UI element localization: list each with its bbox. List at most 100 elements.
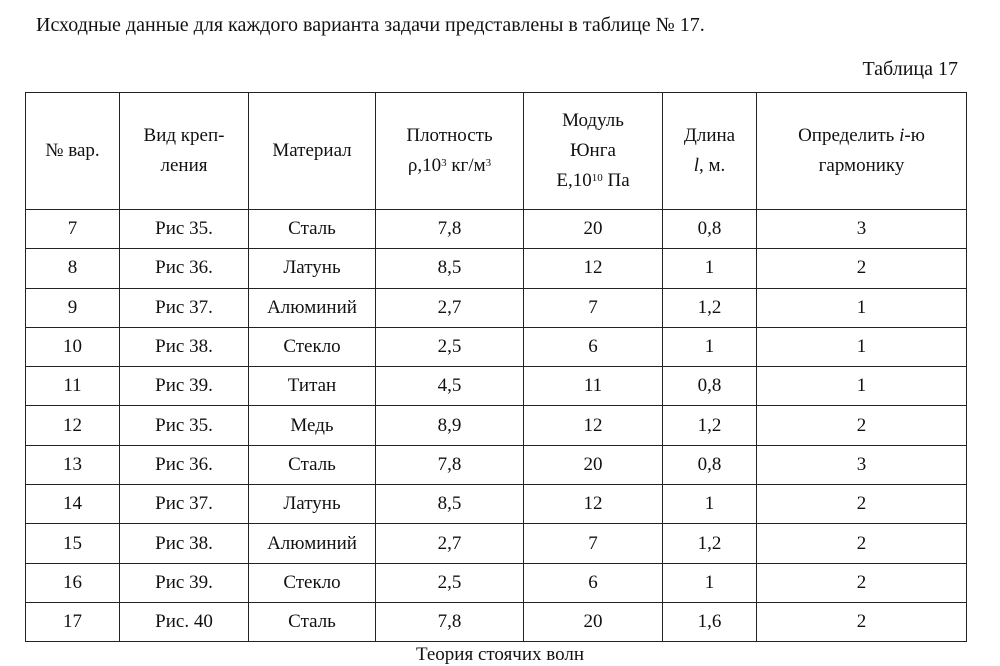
header-harmonic: Определить i-ю гармонику: [756, 92, 967, 210]
cell-young-modulus: 7: [523, 287, 663, 328]
cell-material: Сталь: [248, 444, 376, 486]
cell-young-modulus: 7: [523, 523, 663, 564]
cell-young-modulus: 12: [523, 405, 663, 446]
table-row: 11 Рис 39. Титан 4,5 11 0,8 1: [25, 366, 967, 407]
cell-young-modulus: 20: [523, 444, 663, 486]
cell-harmonic: 1: [756, 287, 967, 328]
cell-harmonic: 2: [756, 484, 967, 525]
cell-material: Латунь: [248, 484, 376, 525]
data-table: № вар. Вид креп-ления Материал Плотность…: [25, 92, 967, 643]
cell-density: 7,8: [375, 601, 524, 643]
cell-density: 8,5: [375, 484, 524, 525]
cell-material: Медь: [248, 405, 376, 446]
cell-mount: Рис 35.: [119, 208, 249, 250]
cell-density: 8,5: [375, 248, 524, 289]
cell-mount: Рис 37.: [119, 287, 249, 328]
header-young-modulus: Модуль Юнга E,1010 Па: [523, 92, 663, 210]
table-row: 14 Рис 37. Латунь 8,5 12 1 2: [25, 484, 967, 525]
cell-harmonic: 3: [756, 208, 967, 250]
cell-variant: 16: [25, 562, 120, 603]
cell-mount: Рис 36.: [119, 248, 249, 289]
cell-variant: 14: [25, 484, 120, 525]
cell-length: 1: [662, 562, 757, 603]
cell-mount: Рис 35.: [119, 405, 249, 446]
cell-harmonic: 2: [756, 248, 967, 289]
cell-density: 2,5: [375, 562, 524, 603]
cell-variant: 7: [25, 208, 120, 250]
cell-density: 4,5: [375, 366, 524, 407]
table-row: 10 Рис 38. Стекло 2,5 6 1 1: [25, 326, 967, 368]
cell-variant: 8: [25, 248, 120, 289]
cell-density: 2,7: [375, 287, 524, 328]
cell-material: Титан: [248, 366, 376, 407]
cell-mount: Рис 39.: [119, 562, 249, 603]
table-row: 16 Рис 39. Стекло 2,5 6 1 2: [25, 562, 967, 603]
header-length: Длина l, м.: [662, 92, 757, 210]
cell-length: 0,8: [662, 444, 757, 486]
cell-length: 1,6: [662, 601, 757, 643]
cell-density: 2,7: [375, 523, 524, 564]
cell-mount: Рис. 40: [119, 601, 249, 643]
cell-harmonic: 2: [756, 405, 967, 446]
cell-material: Сталь: [248, 601, 376, 643]
cell-material: Стекло: [248, 326, 376, 368]
cell-length: 1,2: [662, 523, 757, 564]
cell-variant: 10: [25, 326, 120, 368]
table-row: 13 Рис 36. Сталь 7,8 20 0,8 3: [25, 444, 967, 486]
table-row: 15 Рис 38. Алюминий 2,7 7 1,2 2: [25, 523, 967, 564]
cell-young-modulus: 6: [523, 326, 663, 368]
table-row: 7 Рис 35. Сталь 7,8 20 0,8 3: [25, 208, 967, 250]
cell-material: Алюминий: [248, 523, 376, 564]
cell-variant: 11: [25, 366, 120, 407]
cell-length: 1,2: [662, 405, 757, 446]
cell-variant: 15: [25, 523, 120, 564]
header-mount: Вид креп-ления: [119, 92, 249, 210]
cell-young-modulus: 12: [523, 248, 663, 289]
cell-harmonic: 2: [756, 523, 967, 564]
cell-length: 1: [662, 248, 757, 289]
cell-variant: 13: [25, 444, 120, 486]
cell-mount: Рис 39.: [119, 366, 249, 407]
intro-text: Исходные данные для каждого варианта зад…: [36, 14, 705, 36]
cell-length: 1: [662, 484, 757, 525]
cell-length: 1,2: [662, 287, 757, 328]
cell-mount: Рис 37.: [119, 484, 249, 525]
cell-young-modulus: 6: [523, 562, 663, 603]
header-row: № вар. Вид креп-ления Материал Плотность…: [25, 92, 967, 210]
section-heading: Теория стоячих волн: [415, 644, 585, 665]
table-row: 12 Рис 35. Медь 8,9 12 1,2 2: [25, 405, 967, 446]
cell-young-modulus: 12: [523, 484, 663, 525]
cell-density: 8,9: [375, 405, 524, 446]
cell-density: 7,8: [375, 444, 524, 486]
cell-density: 2,5: [375, 326, 524, 368]
cell-mount: Рис 38.: [119, 326, 249, 368]
cell-material: Алюминий: [248, 287, 376, 328]
cell-variant: 9: [25, 287, 120, 328]
header-variant: № вар.: [25, 92, 120, 210]
cell-harmonic: 1: [756, 326, 967, 368]
cell-harmonic: 1: [756, 366, 967, 407]
cell-material: Латунь: [248, 248, 376, 289]
cell-harmonic: 3: [756, 444, 967, 486]
cell-young-modulus: 20: [523, 208, 663, 250]
header-material: Материал: [248, 92, 376, 210]
cell-harmonic: 2: [756, 562, 967, 603]
cell-variant: 12: [25, 405, 120, 446]
cell-length: 0,8: [662, 208, 757, 250]
table-row: 8 Рис 36. Латунь 8,5 12 1 2: [25, 248, 967, 289]
cell-variant: 17: [25, 601, 120, 643]
cell-density: 7,8: [375, 208, 524, 250]
cell-length: 0,8: [662, 366, 757, 407]
cell-harmonic: 2: [756, 601, 967, 643]
cell-material: Стекло: [248, 562, 376, 603]
table-row: 17 Рис. 40 Сталь 7,8 20 1,6 2: [25, 601, 967, 643]
table-row: 9 Рис 37. Алюминий 2,7 7 1,2 1: [25, 287, 967, 328]
table-caption: Таблица 17: [862, 58, 958, 80]
header-density: Плотность ρ,103 кг/м3: [375, 92, 524, 210]
cell-mount: Рис 36.: [119, 444, 249, 486]
cell-mount: Рис 38.: [119, 523, 249, 564]
cell-young-modulus: 11: [523, 366, 663, 407]
cell-material: Сталь: [248, 208, 376, 250]
cell-young-modulus: 20: [523, 601, 663, 643]
cell-length: 1: [662, 326, 757, 368]
